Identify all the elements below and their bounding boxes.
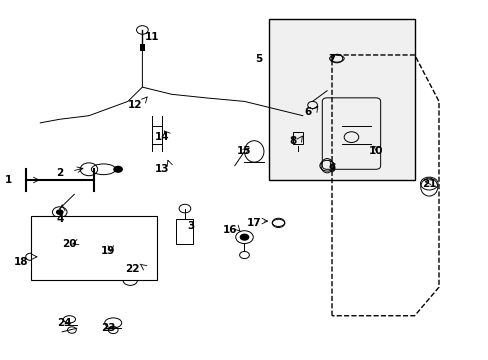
Circle shape (56, 209, 63, 215)
Text: 11: 11 (144, 32, 159, 42)
Text: 12: 12 (127, 100, 142, 110)
Text: 17: 17 (246, 218, 261, 228)
Text: 18: 18 (14, 257, 28, 267)
Text: 10: 10 (368, 147, 382, 157)
Bar (30, 216, 157, 280)
Text: 9: 9 (328, 164, 335, 174)
Circle shape (239, 234, 249, 241)
Circle shape (113, 166, 122, 173)
Text: 20: 20 (62, 239, 77, 249)
Text: 6: 6 (304, 107, 311, 117)
Text: 14: 14 (154, 132, 169, 142)
Text: 19: 19 (101, 247, 115, 256)
Text: 13: 13 (154, 164, 169, 174)
Text: 22: 22 (125, 264, 140, 274)
Text: 2: 2 (56, 168, 63, 178)
Text: 1: 1 (5, 175, 12, 185)
Circle shape (105, 251, 111, 255)
Text: 15: 15 (237, 147, 251, 157)
Text: 24: 24 (57, 318, 72, 328)
Bar (292, 132, 302, 144)
Text: 4: 4 (56, 214, 63, 224)
Bar (140, 44, 144, 51)
Text: 7: 7 (327, 54, 335, 64)
FancyBboxPatch shape (268, 19, 414, 180)
Text: 8: 8 (289, 136, 296, 146)
Text: 23: 23 (101, 323, 115, 333)
Text: 5: 5 (255, 54, 262, 64)
Text: 16: 16 (222, 225, 237, 235)
Text: 3: 3 (187, 221, 194, 231)
Text: 21: 21 (421, 179, 436, 189)
Bar (176, 219, 193, 244)
